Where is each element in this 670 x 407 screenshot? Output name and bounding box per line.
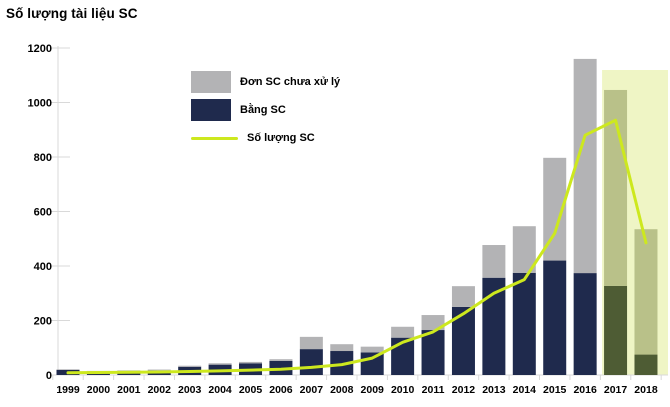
bar-segment-don-sc [299,336,323,350]
x-tick-label: 2006 [269,384,293,396]
bar-segment-don-sc [482,245,506,278]
legend-label: Số lượng SC [247,132,315,144]
x-tick-label: 2015 [543,384,567,396]
bar-segment-don-sc [634,229,658,355]
legend-row: Số lượng SC [191,127,340,149]
bar-segment-bang-sc [451,306,475,375]
x-tick-label: 2001 [117,384,141,396]
x-tick-label: 2008 [330,384,354,396]
y-tick-label: 200 [34,316,52,328]
x-tick-label: 2014 [513,384,537,396]
bar-segment-don-sc [391,326,415,338]
legend-swatch-icon [191,71,231,93]
y-tick-label: 0 [46,370,52,382]
x-tick-label: 2007 [300,384,324,396]
x-tick-label: 2012 [452,384,476,396]
y-tick-label: 1000 [28,98,52,110]
bar-segment-don-sc [178,365,202,367]
x-tick-label: 2013 [482,384,506,396]
bar-segment-don-sc [117,370,141,371]
bar-segment-bang-sc [421,330,445,375]
x-tick-label: 2018 [634,384,658,396]
bar-segment-don-sc [512,226,536,273]
bar-segment-don-sc [573,58,597,274]
bar-segment-don-sc [451,286,475,307]
chart-legend: Đơn SC chưa xử lý Bằng SC Số lượng SC [191,71,340,149]
x-tick-label: 2004 [208,384,232,396]
line-so-luong-sc [66,118,648,375]
bar-segment-bang-sc [330,351,354,375]
legend-label: Bằng SC [240,104,286,116]
bar-segment-bang-sc [604,285,628,375]
bar-segment-don-sc [360,346,384,353]
legend-line-icon [191,136,238,140]
y-tick-label: 400 [34,261,52,273]
bar-segment-bang-sc [299,349,323,375]
x-tick-label: 2016 [573,384,597,396]
x-tick-label: 2017 [604,384,628,396]
bar-segment-don-sc [330,344,354,352]
legend-label: Đơn SC chưa xử lý [240,76,341,88]
bar-segment-don-sc [239,361,263,364]
bar-segment-bang-sc [512,272,536,375]
legend-row: Đơn SC chưa xử lý [191,71,340,93]
x-tick-label: 1999 [56,384,80,396]
y-tick-label: 800 [34,152,52,164]
bar-segment-bang-sc [543,260,567,375]
y-tick-label: 1200 [28,43,52,55]
x-tick-label: 2002 [148,384,172,396]
bar-segment-don-sc [208,363,232,365]
x-tick-label: 2000 [87,384,111,396]
bar-segment-don-sc [56,369,80,370]
legend-swatch-icon [191,99,231,121]
bar-segment-don-sc [147,369,171,371]
bar-segment-don-sc [269,359,293,361]
x-tick-label: 2003 [178,384,202,396]
chart-title: Số lượng tài liệu SC [6,6,138,21]
x-tick-label: 2011 [422,384,445,396]
legend-row: Bằng SC [191,99,340,121]
x-tick-label: 2009 [361,384,385,396]
bar-segment-don-sc [421,315,445,331]
bar-segment-bang-sc [360,352,384,375]
bar-segment-bang-sc [482,277,506,375]
bar-segment-bang-sc [634,354,658,375]
y-tick-label: 600 [34,207,52,219]
bar-segment-don-sc [543,157,567,261]
x-tick-label: 2010 [391,384,415,396]
x-tick-label: 2005 [239,384,263,396]
bar-segment-bang-sc [573,273,597,375]
bar-segment-bang-sc [391,337,415,375]
